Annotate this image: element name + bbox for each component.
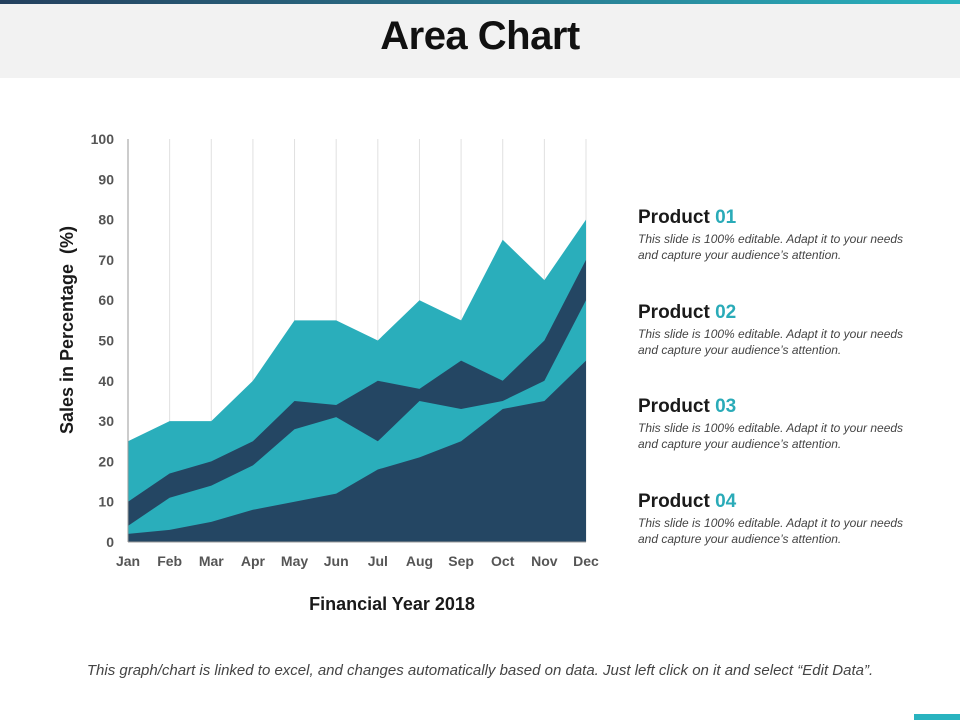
y-tick-label: 100 [91, 131, 115, 147]
legend-label: Product [638, 302, 716, 323]
page-title: Area Chart [380, 14, 580, 58]
x-tick-label: Dec [573, 553, 599, 569]
x-tick-label: Aug [406, 553, 433, 569]
legend-number: 02 [715, 302, 737, 323]
legend-title: Product 02 [638, 302, 938, 324]
legend-number: 04 [715, 491, 737, 512]
legend-description: This slide is 100% editable. Adapt it to… [638, 327, 904, 357]
x-axis-title: Financial Year 2018 [309, 594, 475, 614]
y-tick-label: 20 [98, 453, 114, 469]
y-tick-label: 40 [98, 373, 114, 389]
x-tick-label: Apr [241, 553, 266, 569]
x-tick-label: May [281, 553, 308, 569]
y-tick-label: 60 [98, 292, 114, 308]
legend-label: Product [638, 396, 716, 417]
area-series-4 [128, 360, 586, 542]
x-tick-label: Jun [324, 553, 349, 569]
footer-note: This graph/chart is linked to excel, and… [86, 662, 874, 679]
legend-description: This slide is 100% editable. Adapt it to… [638, 232, 904, 262]
bottom-accent-bar [914, 714, 960, 720]
x-tick-label: Jan [116, 553, 140, 569]
legend-number: 03 [715, 396, 737, 417]
legend-description: This slide is 100% editable. Adapt it to… [638, 421, 904, 451]
y-tick-label: 0 [106, 534, 114, 550]
y-tick-label: 80 [98, 212, 114, 228]
y-tick-label: 50 [98, 333, 114, 349]
legend-title: Product 03 [638, 396, 938, 418]
x-tick-label: Oct [491, 553, 515, 569]
x-tick-label: Mar [199, 553, 224, 569]
y-tick-label: 30 [98, 413, 114, 429]
legend-item-product-01: Product 01 This slide is 100% editable. … [638, 207, 938, 263]
legend-label: Product [638, 491, 716, 512]
title-band [0, 4, 960, 78]
y-tick-label: 70 [98, 252, 114, 268]
y-tick-label: 10 [98, 494, 114, 510]
x-tick-label: Feb [157, 553, 182, 569]
y-tick-label: 90 [98, 171, 114, 187]
top-accent-bar [0, 0, 960, 4]
legend-item-product-03: Product 03 This slide is 100% editable. … [638, 396, 938, 452]
x-tick-label: Jul [368, 553, 388, 569]
legend-item-product-04: Product 04 This slide is 100% editable. … [638, 491, 938, 547]
x-tick-label: Sep [448, 553, 474, 569]
legend-item-product-02: Product 02 This slide is 100% editable. … [638, 302, 938, 358]
y-axis-title: Sales in Percentage (%) [57, 226, 77, 434]
legend-title: Product 01 [638, 207, 938, 229]
legend-description: This slide is 100% editable. Adapt it to… [638, 516, 904, 546]
legend-number: 01 [715, 207, 737, 228]
legend-title: Product 04 [638, 491, 938, 513]
legend-label: Product [638, 207, 716, 228]
x-tick-label: Nov [531, 553, 558, 569]
